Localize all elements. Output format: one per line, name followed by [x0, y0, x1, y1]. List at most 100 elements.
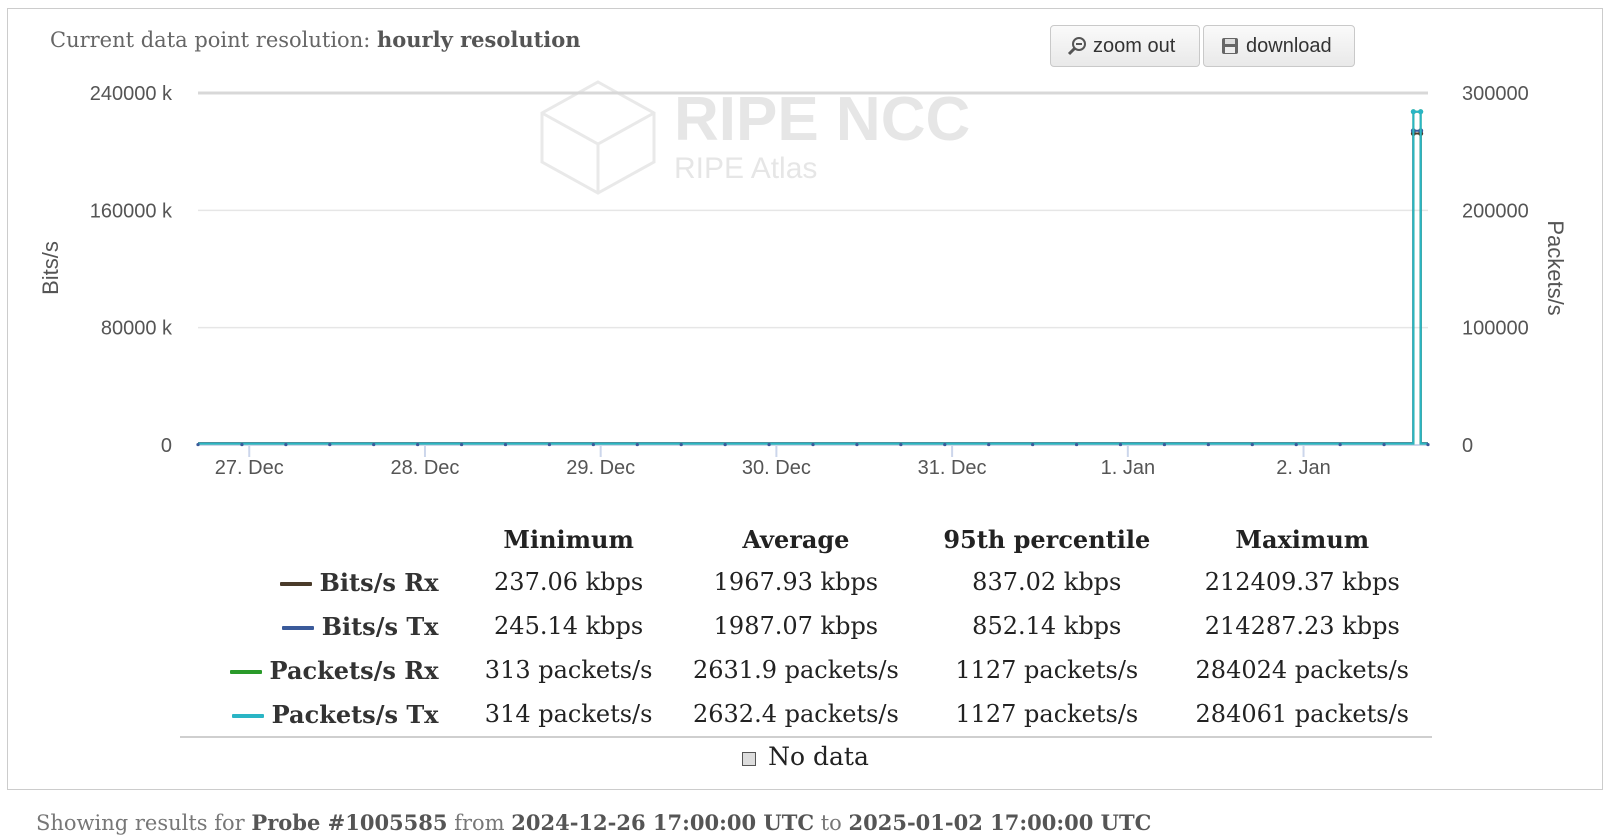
y-left-tick-label: 160000 k — [90, 200, 173, 222]
stat-value: 837.02 kbps — [972, 568, 1122, 596]
zoom-out-label: zoom out — [1093, 34, 1176, 57]
legend-swatch — [231, 714, 264, 718]
baseline-point — [1206, 442, 1210, 447]
y-axis-right-title: Packets/s — [1543, 220, 1568, 315]
legend-label: Packets/s Tx — [271, 699, 439, 729]
y-left-tick-label: 240000 k — [90, 83, 173, 105]
baseline-point — [635, 442, 639, 447]
baseline-point — [723, 442, 727, 447]
results-summary: Showing results for Probe #1005585 from … — [36, 810, 1151, 835]
stats-header-average: Average — [742, 524, 850, 554]
stat-value: 214287.23 kbps — [1204, 612, 1400, 640]
download-button[interactable]: download — [1203, 25, 1355, 67]
baseline-point — [196, 442, 200, 447]
baseline-point — [1118, 442, 1123, 447]
baseline-point — [1426, 442, 1430, 447]
floppy-disk-icon — [1220, 36, 1240, 56]
x-tick-label: 31. Dec — [918, 457, 987, 479]
stats-row-packets-tx[interactable]: Packets/s Tx 314 packets/s 2632.4 packet… — [180, 692, 1432, 736]
legend-item-bits-tx[interactable]: Bits/s Tx — [180, 604, 467, 648]
baseline-point — [503, 442, 508, 447]
stat-value: 212409.37 kbps — [1204, 568, 1400, 596]
resolution-value: hourly resolution — [377, 27, 581, 52]
baseline-point — [679, 442, 683, 447]
baseline-point — [240, 442, 244, 447]
baseline-point — [943, 442, 947, 447]
traffic-chart: RIPE NCC RIPE Atlas 0 80000 k 160000 k 2400… — [38, 80, 1568, 479]
baseline-point — [811, 442, 815, 447]
stats-row-bits-tx[interactable]: Bits/s Tx 245.14 kbps 1987.07 kbps 852.1… — [180, 604, 1432, 648]
baseline-point — [328, 442, 332, 447]
x-tick-label: 1. Jan — [1101, 457, 1155, 479]
baseline-point — [899, 442, 903, 447]
resolution-text: Current data point resolution: hourly re… — [50, 27, 581, 52]
legend-label: Packets/s Rx — [269, 655, 439, 685]
legend-item-packets-tx[interactable]: Packets/s Tx — [180, 692, 467, 736]
y-right-tick-label: 200000 — [1462, 200, 1529, 222]
ripe-cube-logo — [540, 80, 656, 195]
stat-value: 1127 packets/s — [955, 656, 1139, 684]
summary-prefix: Showing results for — [36, 811, 245, 835]
y-left-tick-label: 0 — [161, 435, 172, 457]
stat-value: 237.06 kbps — [494, 568, 644, 596]
series-line — [198, 110, 1428, 445]
summary-to: to — [820, 811, 842, 835]
legend-swatch — [279, 582, 312, 586]
series-point — [1410, 109, 1416, 115]
stats-table: Minimum Average 95th percentile Maximum … — [180, 518, 1432, 736]
stat-value: 852.14 kbps — [972, 612, 1122, 640]
baseline-point — [1074, 442, 1079, 447]
stats-header-maximum: Maximum — [1235, 524, 1370, 554]
x-tick-label: 30. Dec — [742, 457, 811, 479]
x-tick-label: 29. Dec — [566, 457, 635, 479]
y-right-tick-label: 0 — [1462, 435, 1473, 457]
series-lines — [196, 109, 1430, 447]
stat-value: 2632.4 packets/s — [692, 700, 899, 728]
stats-header-95th: 95th percentile — [943, 524, 1151, 554]
stats-header-series — [180, 518, 467, 560]
start-time: 2024-12-26 17:00:00 UTC — [511, 810, 815, 835]
baseline-point — [372, 442, 376, 447]
x-tick-label: 28. Dec — [390, 457, 459, 479]
y-axis-left: 0 80000 k 160000 k 240000 k — [90, 83, 173, 457]
stats-header-minimum: Minimum — [503, 524, 634, 554]
stat-value: 1987.07 kbps — [713, 612, 879, 640]
baseline-point — [1031, 442, 1035, 447]
grid-lines — [198, 91, 1428, 329]
zoom-out-button[interactable]: zoom out — [1050, 25, 1200, 67]
legend-divider — [180, 736, 1432, 738]
stat-value: 284061 packets/s — [1195, 700, 1409, 728]
summary-from: from — [454, 811, 505, 835]
no-data-label: No data — [768, 742, 869, 771]
baseline-point — [987, 442, 991, 447]
resolution-label: Current data point resolution: — [50, 28, 371, 52]
end-time: 2025-01-02 17:00:00 UTC — [848, 810, 1152, 835]
stat-value: 314 packets/s — [484, 700, 653, 728]
legend-swatch — [281, 626, 314, 630]
stats-row-packets-rx[interactable]: Packets/s Rx 313 packets/s 2631.9 packet… — [180, 648, 1432, 692]
legend-item-bits-rx[interactable]: Bits/s Rx — [180, 560, 467, 604]
y-axis-right: 0 100000 200000 300000 — [1462, 83, 1529, 457]
legend-item-packets-rx[interactable]: Packets/s Rx — [180, 648, 467, 692]
stats-header-row: Minimum Average 95th percentile Maximum — [180, 518, 1432, 560]
baseline-point — [284, 442, 288, 447]
legend-label: Bits/s Tx — [321, 611, 439, 641]
baseline-point — [416, 442, 420, 447]
baseline-point — [1162, 442, 1167, 447]
download-label: download — [1246, 34, 1332, 57]
legend-label: Bits/s Rx — [319, 567, 439, 597]
magnifier-minus-icon — [1067, 36, 1087, 56]
legend-swatch — [229, 670, 262, 674]
stats-row-bits-rx[interactable]: Bits/s Rx 237.06 kbps 1967.93 kbps 837.0… — [180, 560, 1432, 604]
baseline-point — [591, 442, 595, 447]
y-left-tick-label: 80000 k — [101, 318, 173, 340]
baseline-point — [459, 442, 464, 447]
baseline-point — [855, 442, 859, 447]
legend-item-no-data[interactable]: No data — [0, 742, 1611, 771]
x-tick-label: 2. Jan — [1276, 457, 1330, 479]
series-point — [1418, 109, 1424, 115]
baseline-point — [1338, 442, 1342, 447]
baseline-point — [1250, 442, 1254, 447]
y-right-tick-label: 100000 — [1462, 318, 1529, 340]
y-axis-left-title: Bits/s — [38, 241, 63, 295]
